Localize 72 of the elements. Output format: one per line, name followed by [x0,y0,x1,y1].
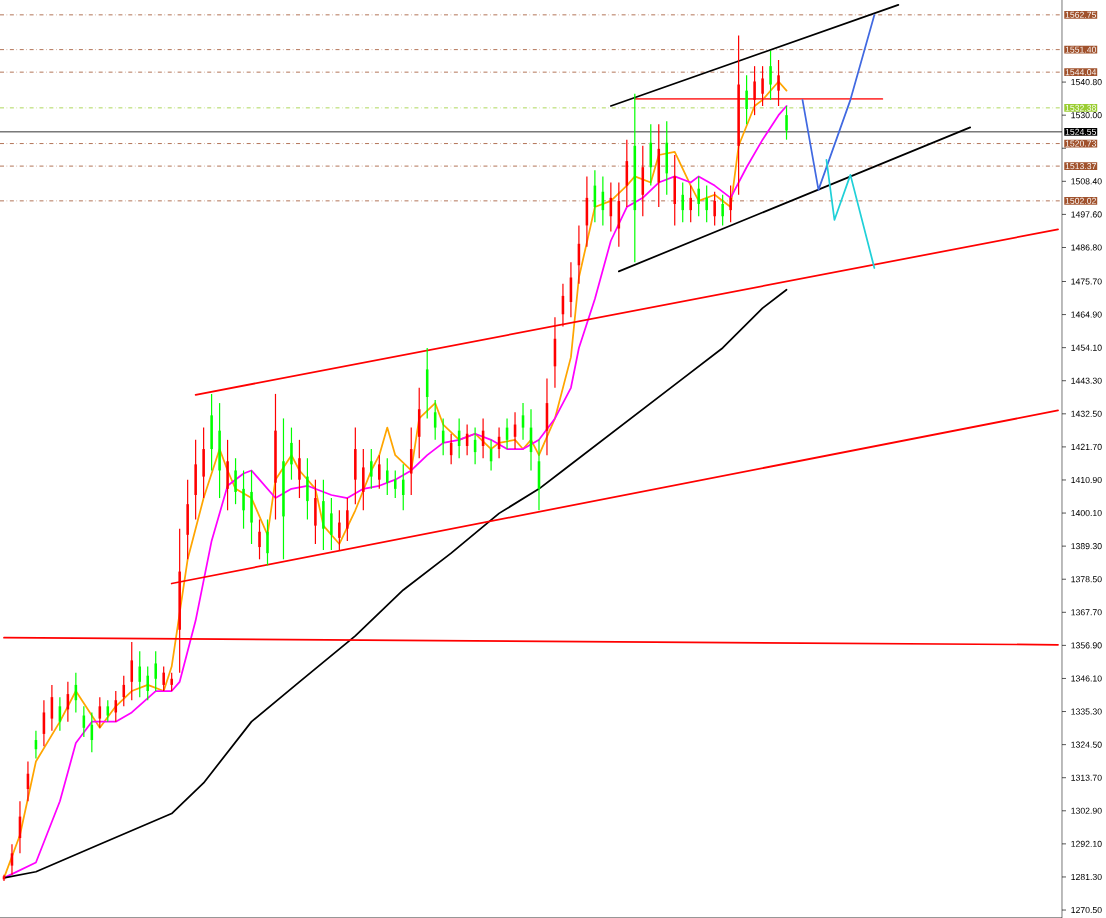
y-tick-label: 1540.80 [1071,79,1102,86]
ref-line-label: 1562.75 [1065,11,1097,18]
candlestick [242,469,245,530]
y-tick-label: 1443.30 [1071,377,1102,384]
candlestick [769,50,772,101]
candlestick [130,641,134,701]
line-series [825,159,876,269]
candlestick [753,65,756,116]
candlestick [266,518,269,567]
y-tick-label: 1421.70 [1071,443,1102,450]
candlestick [689,185,692,223]
candlestick [713,191,716,227]
y-tick-label: 1508.40 [1071,178,1102,185]
candlestick [170,672,173,692]
candlestick [258,518,261,560]
ref-line-label: 1544.04 [1065,69,1097,76]
candlestick [338,509,341,551]
y-tick-label: 1497.60 [1071,211,1102,218]
candlestick [378,454,381,490]
y-tick-label: 1530.00 [1071,112,1102,119]
candlestick [370,448,373,490]
candlestick [729,185,732,223]
candlestick [721,194,724,227]
ref-line-label: 1524.55 [1065,128,1097,135]
y-tick-label: 1475.70 [1071,278,1102,285]
candlestick [154,650,157,692]
y-tick-label: 1313.70 [1071,774,1102,781]
y-tick-label: 1302.90 [1071,807,1102,814]
candlestick [386,457,389,496]
candlestick [290,427,293,481]
ref-line-label: 1520.73 [1065,140,1097,147]
ref-line-label: 1502.02 [1065,197,1096,204]
candlestick [330,497,333,551]
ref-line-label: 1532.38 [1065,104,1097,111]
candlestick [122,675,126,707]
candlestick [250,469,253,545]
candlestick [681,181,684,223]
ref-line-label: 1551.40 [1065,46,1097,53]
candlestick [146,665,149,701]
y-tick-label: 1292.10 [1071,840,1102,847]
y-tick-label: 1346.10 [1071,675,1102,682]
candlestick [346,497,349,542]
candlestick [761,65,764,107]
y-tick-label: 1324.50 [1071,741,1102,748]
y-tick-label: 1389.30 [1071,543,1102,550]
candlestick [745,74,748,125]
candlestick [138,650,142,698]
y-tick-label: 1270.50 [1071,906,1102,914]
y-tick-label: 1486.80 [1071,244,1102,251]
candlestick [274,393,277,521]
candlestick [697,175,700,217]
candlestick [234,457,237,505]
y-tick-label: 1464.90 [1071,311,1102,318]
candlestick [282,417,285,560]
candlestick [162,665,165,692]
candlestick [298,439,301,499]
candlestick [705,185,708,223]
y-tick-label: 1335.30 [1071,708,1102,715]
candlestick [785,105,788,141]
candlestick [401,463,405,511]
y-tick-label: 1281.30 [1071,873,1102,881]
y-tick-label: 1378.50 [1071,576,1102,583]
y-tick-label: 1356.90 [1071,642,1102,649]
ref-line-label: 1513.37 [1065,163,1096,170]
y-tick-label: 1432.50 [1071,410,1102,417]
candlestick [393,469,397,499]
y-tick-label: 1410.90 [1071,476,1102,484]
candlestick [306,457,309,521]
y-tick-label: 1367.70 [1071,609,1102,616]
candlestick [777,59,780,107]
y-tick-label: 1400.10 [1071,510,1102,517]
y-tick-label: 1454.10 [1071,344,1102,351]
